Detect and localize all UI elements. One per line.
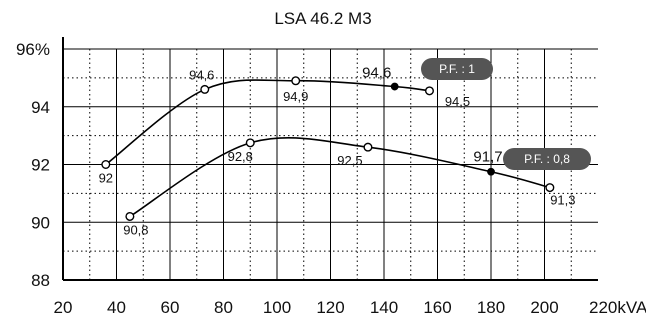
chart-title: LSA 46.2 M3 <box>274 9 371 28</box>
x-tick-label: 120 <box>316 298 344 317</box>
data-label: 91,3 <box>550 193 575 208</box>
data-label: 94,6 <box>362 65 391 82</box>
x-tick-label: 200 <box>530 298 558 317</box>
data-point <box>245 138 255 148</box>
y-tick-label: 96% <box>16 40 50 59</box>
data-point <box>390 82 399 91</box>
data-point <box>363 142 373 152</box>
data-point <box>200 84 210 94</box>
tick-labels: 20 40 60 80 100 120 140 160 180 200 220kVA96%94929… <box>16 40 646 317</box>
data-label: 94,9 <box>283 89 308 104</box>
x-tick-label: 140 <box>370 298 398 317</box>
x-tick-label: 160 <box>423 298 451 317</box>
data-point <box>125 211 135 221</box>
y-tick-label: 88 <box>31 271 50 290</box>
series-2: 90,8 92,8 92,5 91,7 91,3 P.F. : 0,8 <box>123 136 591 237</box>
series-name-label: P.F. : 0,8 <box>524 152 570 166</box>
data-label: 92,5 <box>337 153 362 168</box>
x-tick-label: 60 <box>161 298 180 317</box>
data-label: 91,7 <box>473 149 502 166</box>
x-tick-label: 180 <box>477 298 505 317</box>
x-tick-label: 40 <box>107 298 126 317</box>
data-label: 92 <box>99 171 113 186</box>
series-1: 92 94,6 94,9 94,6 94,5 P.F. : 1 <box>99 58 493 186</box>
x-tick-label: 20 <box>54 298 73 317</box>
y-tick-label: 90 <box>31 213 50 232</box>
series-name-label: P.F. : 1 <box>439 62 475 76</box>
data-label: 94,5 <box>445 94 470 109</box>
data-label: 90,8 <box>123 222 148 237</box>
y-tick-label: 92 <box>31 156 50 175</box>
series-badge <box>421 58 493 80</box>
series-badge <box>503 148 591 170</box>
data-point <box>291 76 301 86</box>
data-label: 94,6 <box>189 67 214 82</box>
series-layer: 92 94,6 94,9 94,6 94,5 P.F. : 1 90,8 92,8 92,5 91… <box>99 58 591 237</box>
data-label: 92,8 <box>228 149 253 164</box>
x-tick-label: 220kVA <box>589 298 646 317</box>
x-tick-label: 80 <box>214 298 233 317</box>
data-point <box>424 86 434 96</box>
data-point <box>487 167 495 176</box>
y-tick-label: 94 <box>31 98 50 117</box>
data-point <box>101 159 111 169</box>
grid <box>63 48 598 280</box>
data-point <box>545 183 555 193</box>
x-tick-label: 100 <box>263 298 291 317</box>
axes <box>62 37 598 281</box>
series-line <box>105 79 430 166</box>
